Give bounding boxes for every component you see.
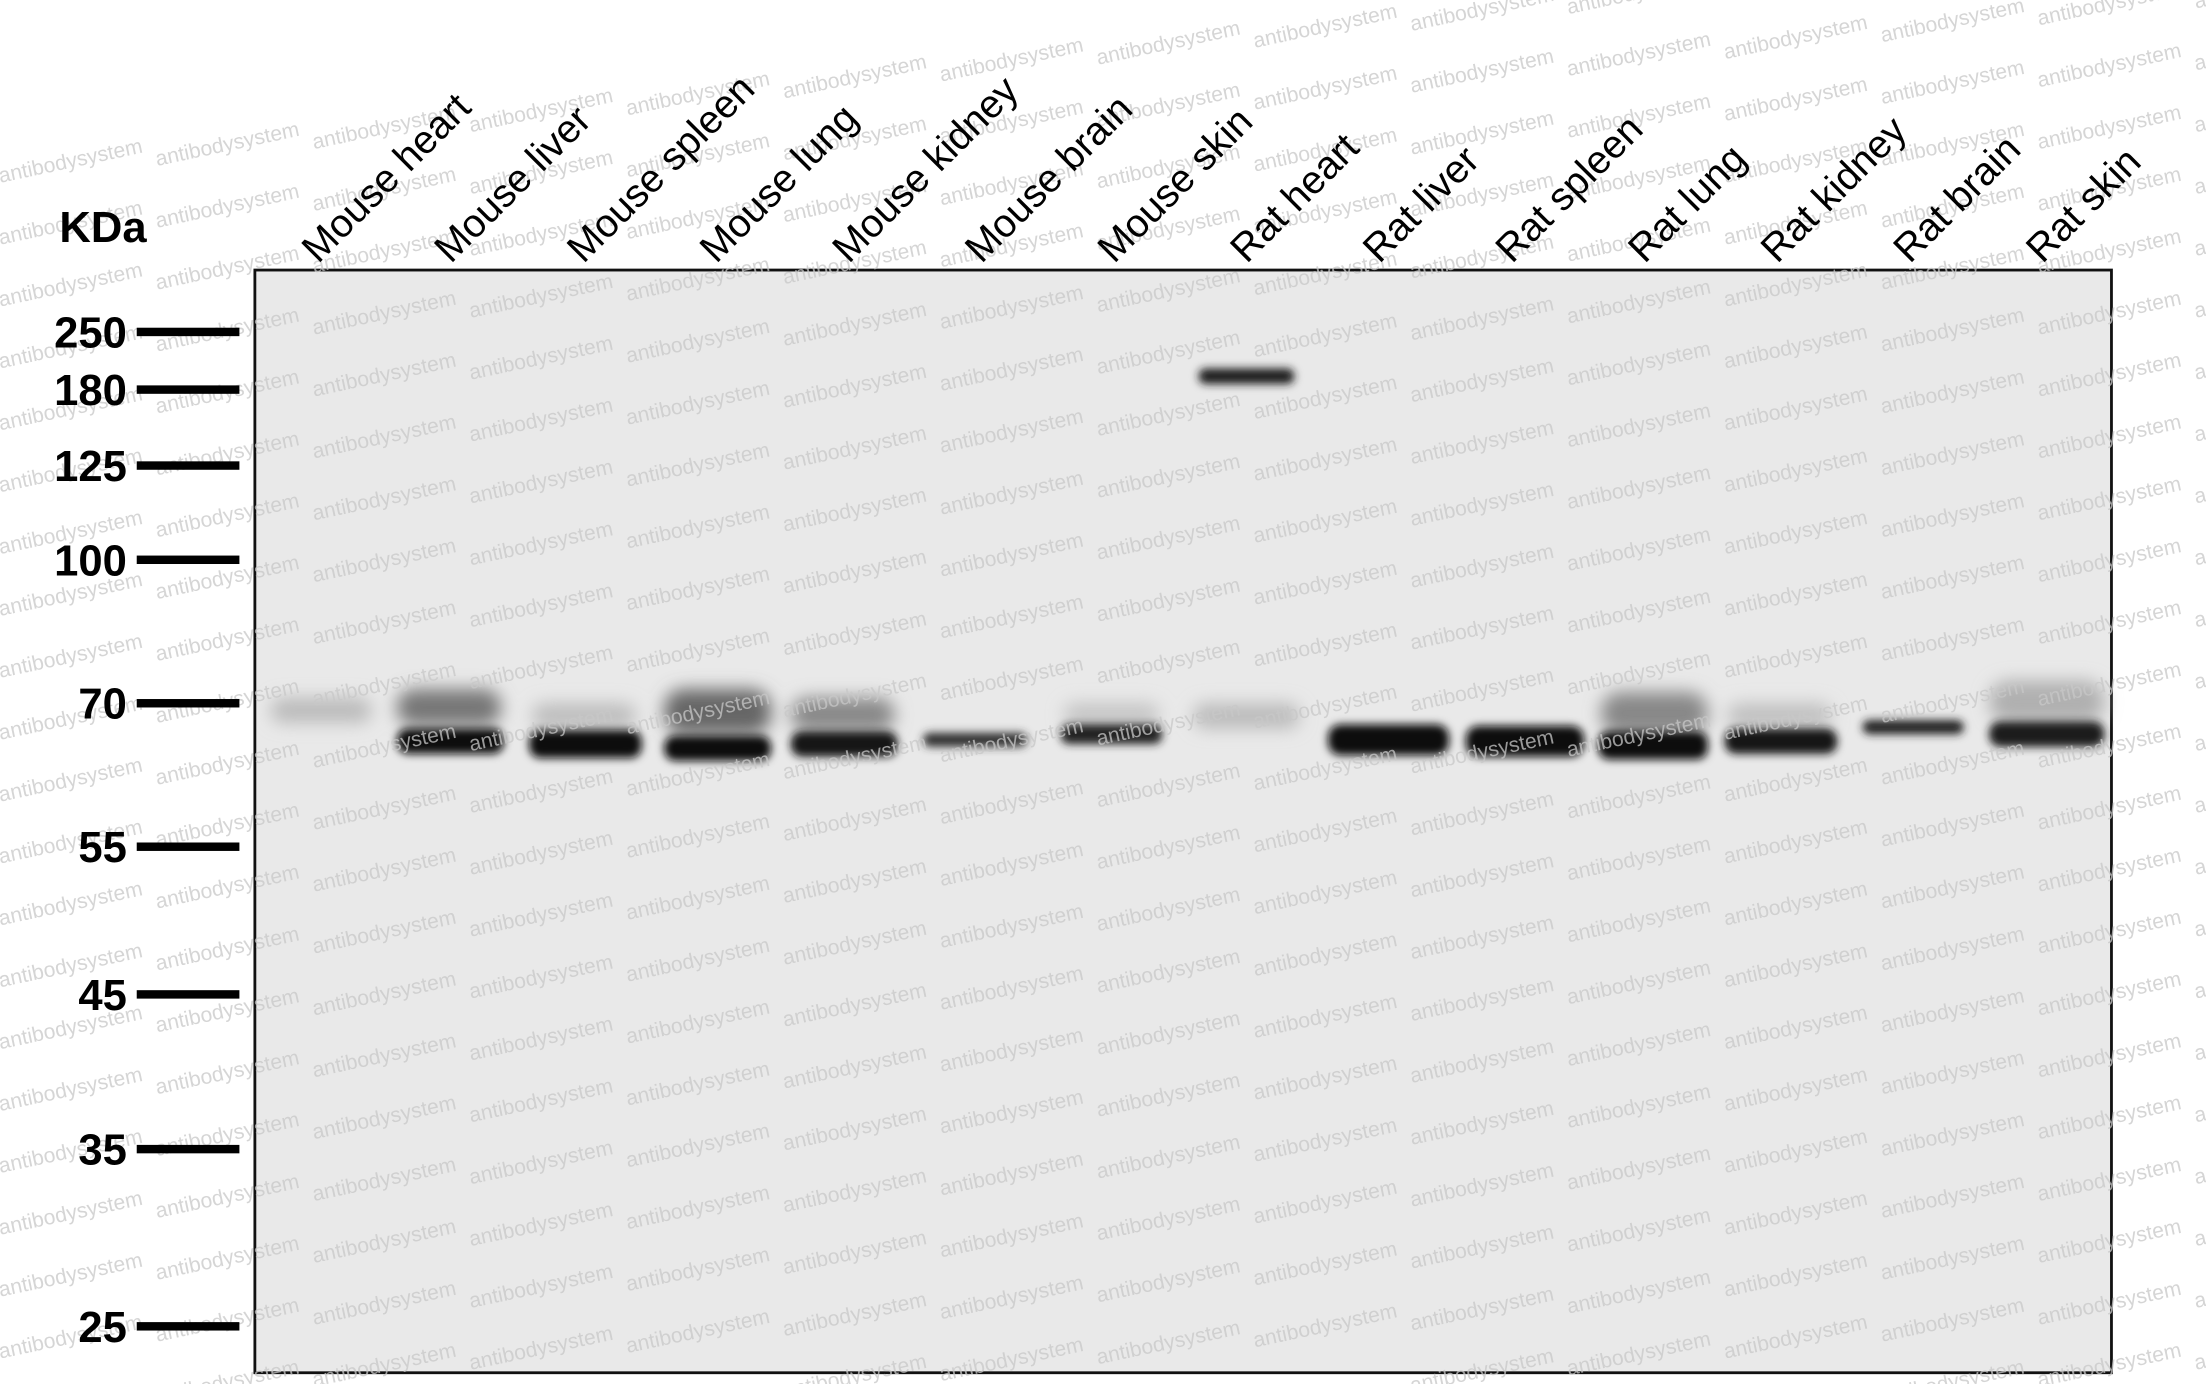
watermark: antibodysystem [2192,0,2206,13]
marker-label: 35 [78,1127,127,1175]
watermark: antibodysystem [2192,889,2206,942]
watermark: antibodysystem [2192,146,2206,199]
marker-line [136,699,240,708]
watermark: antibodysystem [1878,0,2026,47]
marker-label: 70 [78,681,127,729]
watermark: antibodysystem [0,1063,145,1116]
watermark: antibodysystem [0,1249,145,1302]
watermark: antibodysystem [0,1187,145,1240]
watermark: antibodysystem [1408,107,1556,160]
watermark: antibodysystem [1408,45,1556,98]
watermark: antibodysystem [2192,1198,2206,1251]
marker-ladder: 250 180 125 100 70 55 45 35 25 [54,309,240,1352]
watermark: antibodysystem [2192,703,2206,756]
watermark: antibodysystem [2192,22,2206,75]
main-bands [396,368,2105,761]
watermark: antibodysystem [938,34,1086,87]
watermark: antibodysystem [0,259,145,312]
watermark: antibodysystem [153,180,301,233]
blot-membrane [253,268,2113,1375]
watermark: antibodysystem [2192,332,2206,385]
marker-label: 100 [54,537,127,585]
watermark: antibodysystem [1878,56,2026,109]
watermark: antibodysystem [2035,39,2183,92]
watermark: antibodysystem [2192,455,2206,508]
bands [270,368,2105,761]
watermark: antibodysystem [1251,0,1399,53]
watermark: antibodysystem [2192,1260,2206,1313]
watermark: antibodysystem [1565,28,1713,81]
marker-label: 45 [78,972,127,1020]
watermark: antibodysystem [1722,0,1870,2]
watermark: antibodysystem [0,877,145,930]
watermark: antibodysystem [2192,1136,2206,1189]
marker-line [136,327,240,337]
watermark: antibodysystem [2192,84,2206,137]
watermark: antibodysystem [2035,101,2183,154]
watermark: antibodysystem [0,135,145,188]
marker-line [136,1144,240,1154]
watermark: antibodysystem [2192,641,2206,694]
marker-label: 25 [78,1304,127,1352]
marker-label: 180 [54,367,127,415]
watermark: antibodysystem [153,1356,301,1384]
watermark: antibodysystem [2192,1322,2206,1375]
upper-bands [270,680,2105,735]
watermark: antibodysystem [2192,208,2206,261]
watermark: antibodysystem [2192,1074,2206,1127]
watermark: antibodysystem [1094,17,1242,70]
watermark: antibodysystem [0,630,145,683]
watermark: antibodysystem [2035,0,2183,30]
marker-line [136,385,240,394]
watermark: antibodysystem [1565,0,1713,19]
watermark: antibodysystem [2192,765,2206,818]
marker-line [136,990,240,999]
watermark: antibodysystem [1722,73,1870,126]
watermark: antibodysystem [2192,951,2206,1004]
watermark: antibodysystem [1722,11,1870,64]
watermark: antibodysystem [1251,62,1399,115]
watermark: antibodysystem [2192,270,2206,323]
watermark: antibodysystem [2192,579,2206,632]
marker-line [136,555,240,565]
marker-label: 250 [54,309,127,357]
marker-line [136,1322,240,1331]
marker-line [136,461,240,470]
watermark: antibodysystem [2192,394,2206,447]
watermark: antibodysystem [2192,827,2206,880]
unit-label: KDa [59,204,147,252]
watermark: antibodysystem [2192,1012,2206,1065]
watermark: antibodysystem [0,754,145,807]
marker-line [136,842,240,851]
watermark: antibodysystem [781,50,929,103]
watermark: antibodysystem [153,118,301,171]
watermark: antibodysystem [1408,0,1556,36]
marker-label: 55 [78,824,127,872]
watermark: antibodysystem [2192,517,2206,570]
marker-label: 125 [54,443,127,491]
